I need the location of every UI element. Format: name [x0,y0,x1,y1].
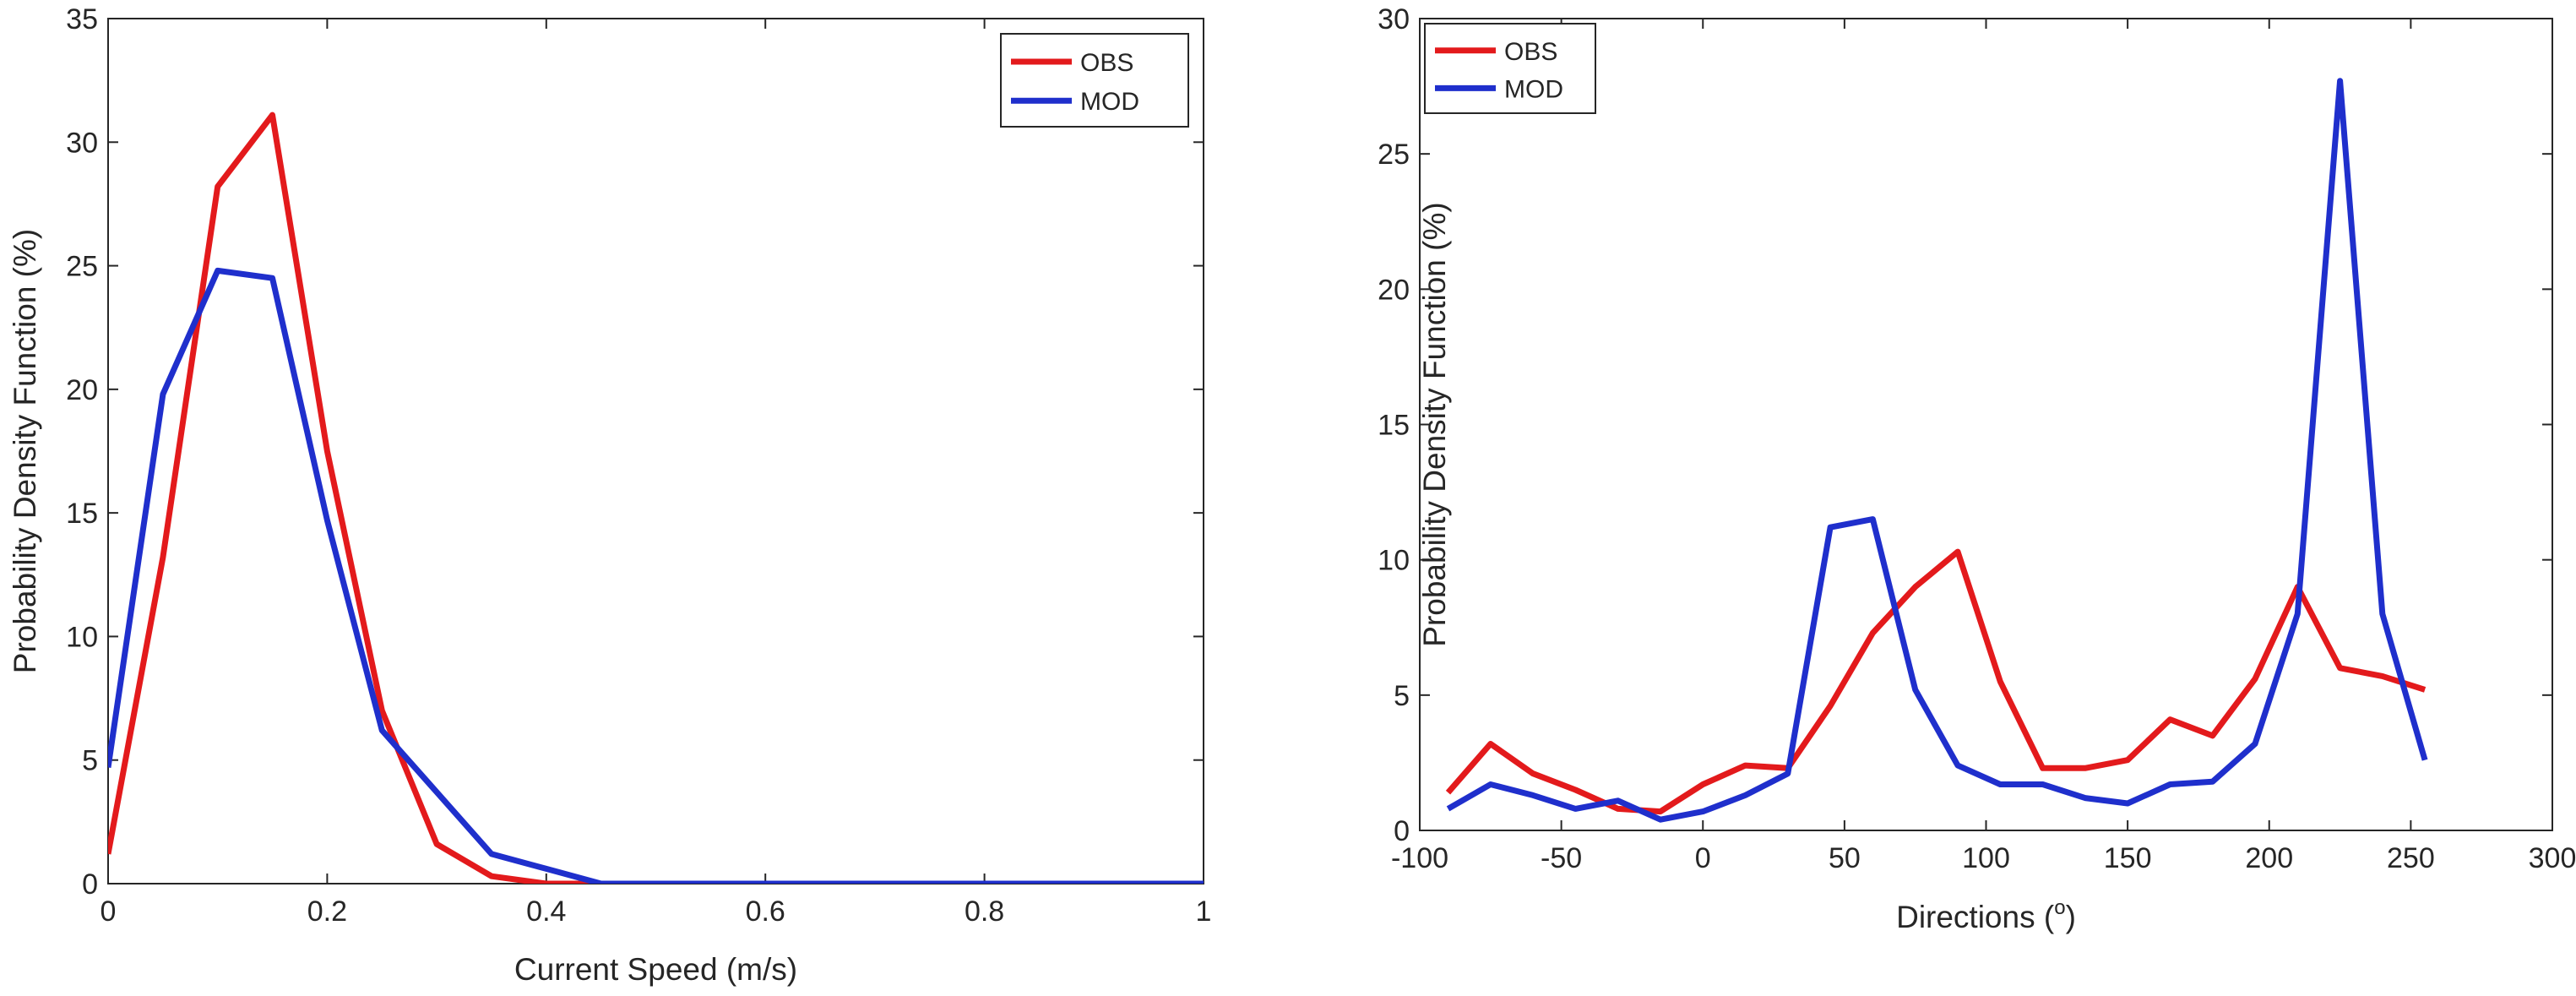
legend: OBS MOD [1000,33,1189,128]
y-tick-label: 30 [66,127,98,159]
x-tick-label: 200 [2245,842,2293,874]
x-tick-label: 300 [2529,842,2576,874]
y-tick-label: 20 [1378,274,1410,306]
x-tick-label: 100 [1962,842,2010,874]
y-tick-label: 5 [82,745,98,777]
y-tick-label: 30 [1378,3,1410,35]
plot-area [107,18,1204,884]
y-tick-label: 0 [1394,815,1410,847]
x-tick-label: 50 [1829,842,1861,874]
x-tick-label: -100 [1391,842,1448,874]
y-tick-label: 0 [82,868,98,901]
chart-directions: -100 -50 0 50 100 150 200 250 300 0 5 10 15 20 25 30 Dir… [1378,3,2576,934]
y-tick-label: 5 [1394,680,1410,712]
x-tick-label: 0.8 [965,895,1004,928]
y-axis-label: Probability Density Function (%) [1417,202,1452,646]
y-tick-label: 10 [1378,545,1410,577]
y-tick-label: 25 [66,251,98,283]
series-line-obs [1445,548,2427,815]
y-tick-label: 15 [66,498,98,530]
x-tick-label: 150 [2104,842,2152,874]
x-tick-label: 1 [1196,895,1212,928]
x-tick-label: 0.4 [526,895,566,928]
x-tick-label: 250 [2387,842,2435,874]
y-axis-label: Probability Density Function (%) [8,229,42,673]
series-line-mod [1446,78,2428,823]
x-tick-label: 0.6 [746,895,785,928]
x-tick-label: 0 [101,895,117,928]
plot-area [1419,18,2553,831]
series-line-mod [108,267,1204,884]
x-tick-label: -50 [1541,842,1582,874]
legend-label-mod: MOD [1080,88,1139,116]
legend-box [1000,33,1189,128]
y-tick-label: 20 [66,374,98,406]
x-tick-label: 0.2 [307,895,347,928]
legend-label-obs: OBS [1080,49,1133,77]
y-tick-label: 10 [66,621,98,653]
y-tick-label: 25 [1378,139,1410,171]
legend-label-obs: OBS [1504,38,1557,66]
legend-label-mod: MOD [1504,75,1563,103]
legend: OBS MOD [1424,23,1596,114]
x-tick-label: 0 [1695,842,1711,874]
y-tick-label: 35 [66,3,98,35]
y-tick-label: 15 [1378,410,1410,442]
x-axis-label: Current Speed (m/s) [514,952,797,987]
legend-box [1424,23,1596,114]
x-axis-label: Directions (o) [1896,896,2076,934]
series-line-obs [108,112,1204,884]
